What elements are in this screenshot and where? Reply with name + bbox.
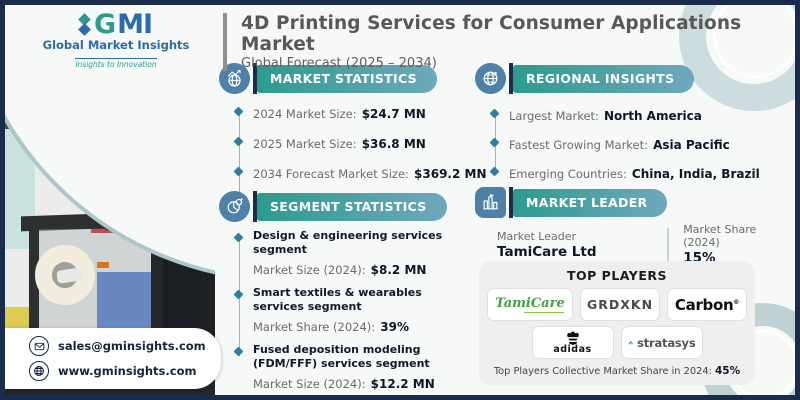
decor-ring-top-right-inner: [713, 5, 795, 78]
stat-value: North America: [604, 109, 702, 123]
stratasys-logo-text: stratasys: [637, 335, 696, 350]
registered-mark: ®: [733, 298, 740, 306]
logo-diamonds-icon: [78, 13, 91, 36]
section-segment-statistics-header: SEGMENT STATISTICS: [219, 191, 447, 222]
section-market-statistics-header: MARKET STATISTICS: [219, 63, 437, 94]
section-title: SEGMENT STATISTICS: [257, 192, 447, 221]
logo-carbon: Carbon®: [667, 288, 747, 321]
stat-label: 2025 Market Size:: [253, 137, 357, 151]
stat-value: $24.7 MN: [361, 107, 426, 121]
diamond-bullet: [233, 136, 244, 147]
contact-card: sales@gminsights.com www.gminsights.com: [5, 328, 221, 389]
stat-label: Fastest Growing Market:: [509, 138, 649, 152]
diamond-bullet: [233, 232, 244, 243]
diamond-bullet: [233, 346, 244, 357]
section-title: MARKET STATISTICS: [257, 64, 437, 93]
leader-label: Market Leader: [497, 229, 577, 243]
podium-flag-icon: [475, 187, 506, 218]
section-market-leader-header: MARKET LEADER: [475, 187, 668, 218]
segment-name: Smart textiles & wearables services segm…: [253, 286, 422, 313]
adidas-logo-text: adidas: [553, 344, 592, 355]
carbon-logo-text: Carbon: [674, 295, 734, 314]
stat-label: Emerging Countries:: [509, 167, 627, 181]
stat-label: Market Share (2024):: [253, 320, 376, 334]
market-leader-details: Market Leader TamiCare Ltd Market Share …: [497, 223, 795, 266]
diamond-bullet: [489, 166, 500, 177]
logo-mark-g: G: [93, 9, 116, 40]
stat-value: $8.2 MN: [370, 263, 427, 277]
top-players-title: TOP PLAYERS: [567, 268, 667, 283]
stat-value: China, India, Brazil: [631, 167, 760, 181]
tamicare-logo-text: TamiCare: [495, 296, 565, 311]
stat-value: $12.2 MN: [370, 377, 435, 391]
stat-value: $36.8 MN: [361, 137, 426, 151]
pie-magnifier-icon: [219, 191, 250, 222]
gmi-logo: G MI Global Market Insights Insights to …: [21, 9, 211, 71]
stat-label: Market Size (2024):: [253, 263, 366, 277]
section-regional-insights-header: REGIONAL INSIGHTS: [475, 63, 695, 94]
logo-tamicare: TamiCare: [487, 288, 573, 321]
footer-value: 45%: [714, 365, 741, 377]
header-title-block: 4D Printing Services for Consumer Applic…: [223, 13, 795, 71]
stat-label: Market Size (2024):: [253, 377, 366, 391]
divider: [667, 227, 670, 262]
stat-value: $369.2 MN: [414, 167, 487, 181]
logo-adidas: adidas: [531, 326, 614, 359]
diamond-bullet: [489, 108, 500, 119]
stat-label: 2034 Forecast Market Size:: [253, 167, 409, 181]
section-title: REGIONAL INSIGHTS: [513, 64, 695, 93]
diamond-bullet: [233, 289, 244, 300]
regional-insights-list: Largest Market: North America Fastest Gr…: [489, 105, 760, 182]
email-icon: [29, 336, 49, 356]
leader-name: TamiCare Ltd: [497, 243, 597, 260]
logo-mark-mi: MI: [117, 9, 153, 40]
page-title: 4D Printing Services for Consumer Applic…: [241, 13, 742, 55]
logo-grdxkn: GRDXKN: [580, 288, 660, 321]
stat-label: 2024 Market Size:: [253, 107, 357, 121]
logo-company-name: Global Market Insights: [42, 38, 190, 52]
contact-website-row[interactable]: www.gminsights.com: [29, 361, 211, 381]
contact-website[interactable]: www.gminsights.com: [58, 364, 197, 378]
stat-label: Largest Market:: [509, 109, 599, 123]
page-subtitle: Global Forecast (2025 – 2034): [241, 56, 437, 71]
footer-label: Top Players Collective Market Share in 2…: [493, 366, 712, 377]
stat-value: 39%: [380, 320, 409, 334]
adidas-trefoil-icon: [557, 331, 588, 345]
diamond-bullet: [233, 166, 244, 177]
top-players-box: TOP PLAYERS TamiCare GRDXKN Carbon®: [479, 261, 755, 385]
section-title: MARKET LEADER: [513, 188, 668, 217]
logo-stratasys: stratasys: [620, 326, 703, 359]
diamond-bullet: [489, 137, 500, 148]
stratasys-icon: [627, 340, 633, 345]
stat-value: Asia Pacific: [653, 138, 730, 152]
contact-email-row[interactable]: sales@gminsights.com: [29, 336, 211, 356]
diamond-bullet: [233, 106, 244, 117]
segment-name: Design & engineering services segment: [253, 229, 443, 256]
grdxkn-logo-text: GRDXKN: [586, 297, 654, 312]
leader-share-label: Market Share (2024): [683, 223, 757, 249]
segment-name: Fused deposition modeling (FDM/FFF) serv…: [253, 343, 430, 370]
top-players-footer: Top Players Collective Market Share in 2…: [494, 365, 740, 377]
globe-grid-icon: [475, 63, 506, 94]
logo-tagline: Insights to Innovation: [75, 58, 157, 69]
segment-statistics-list: Design & engineering services segment Ma…: [233, 229, 471, 392]
contact-email[interactable]: sales@gminsights.com: [58, 339, 206, 353]
globe-icon: [29, 361, 49, 381]
